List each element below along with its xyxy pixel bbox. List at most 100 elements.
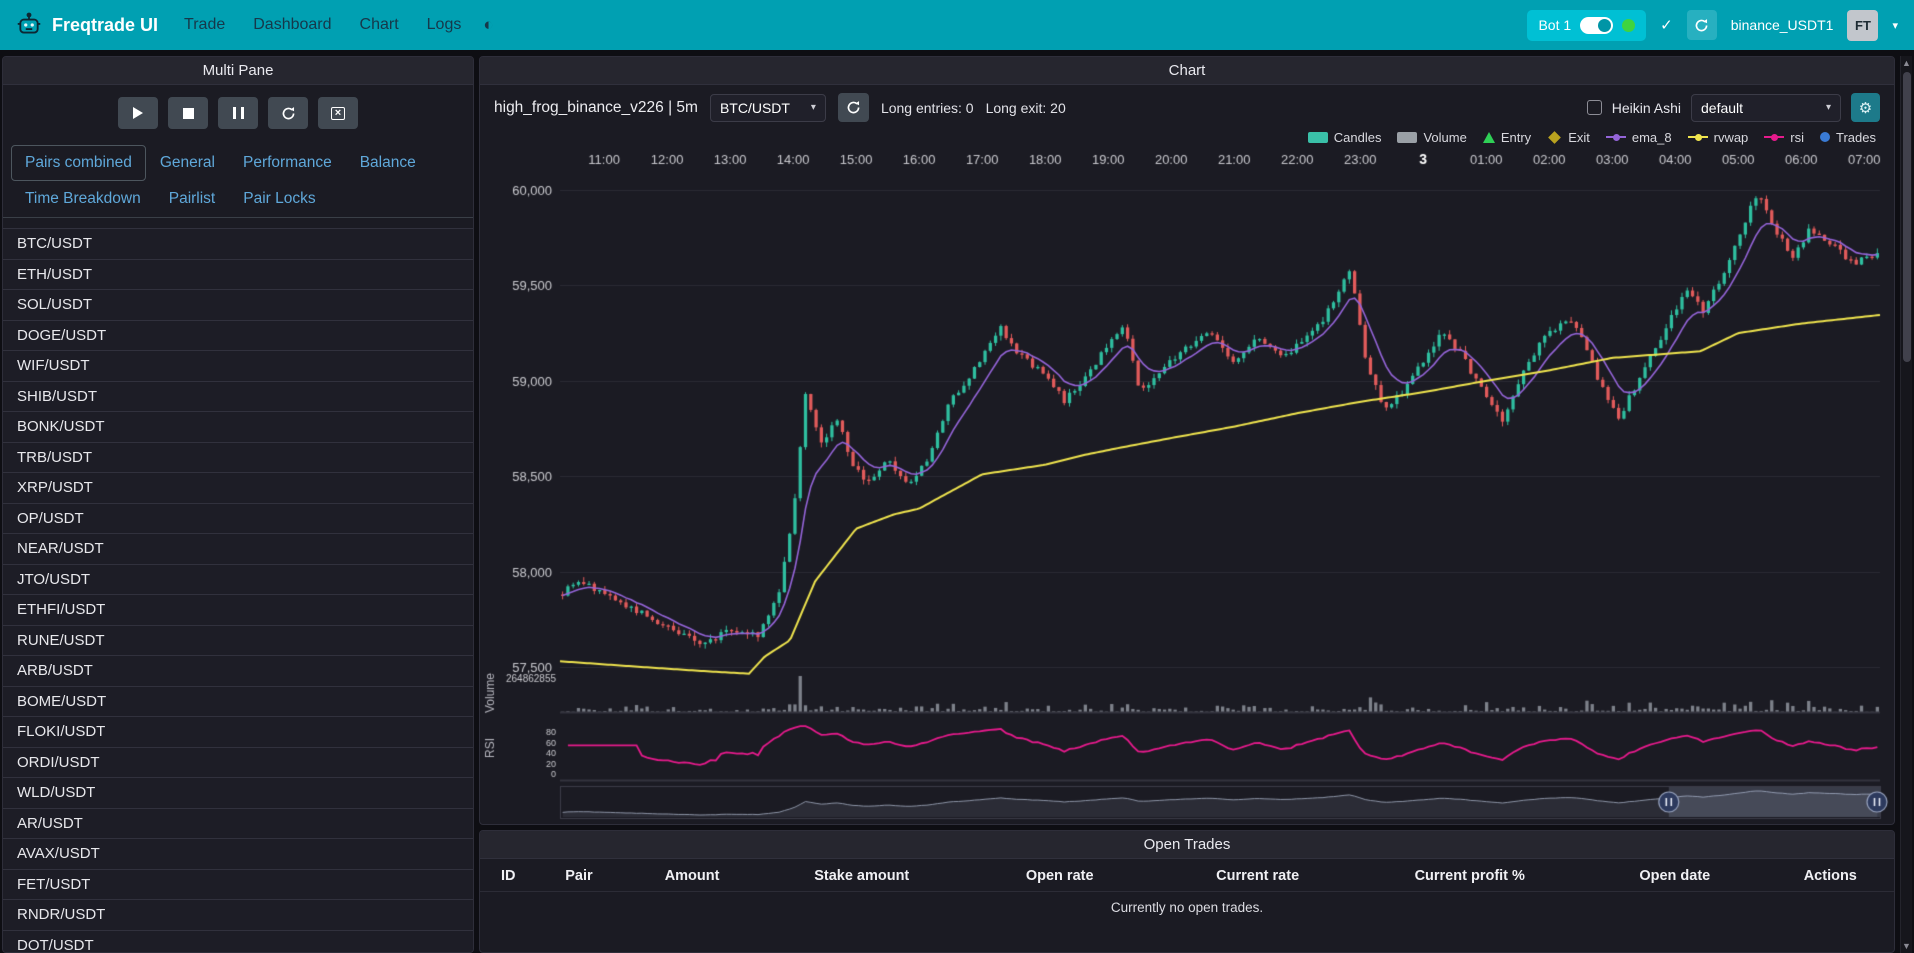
rsi-line-dot — [1771, 134, 1778, 141]
user-menu-caret-icon[interactable]: ▾ — [1892, 19, 1898, 32]
nav-item-logs[interactable]: Logs — [427, 16, 462, 34]
pair-row-sol-usdt[interactable]: SOL/USDT — [3, 290, 473, 321]
tab-time-breakdown[interactable]: Time Breakdown — [11, 181, 155, 217]
column-header-open-rate: Open rate — [961, 868, 1159, 884]
pair-row-bome-usdt[interactable]: BOME/USDT — [3, 687, 473, 718]
open-trades-column-headers: IDPairAmountStake amountOpen rateCurrent… — [480, 859, 1894, 892]
bot-toggle-knob — [1598, 19, 1611, 32]
scroll-down-icon[interactable]: ▼ — [1901, 941, 1912, 951]
open-trades-header: Open Trades — [480, 831, 1894, 859]
pair-row-op-usdt[interactable]: OP/USDT — [3, 504, 473, 535]
long-exits-label: Long exit: 20 — [986, 100, 1066, 116]
tab-pair-locks[interactable]: Pair Locks — [229, 181, 329, 217]
tab-pairlist[interactable]: Pairlist — [155, 181, 230, 217]
legend-label: Entry — [1501, 130, 1531, 145]
pair-row-xrp-usdt[interactable]: XRP/USDT — [3, 473, 473, 504]
stop-bot-button[interactable] — [168, 97, 208, 129]
column-header-current-profit: Current profit % — [1357, 868, 1583, 884]
legend-item-rvwap[interactable]: rvwap — [1688, 130, 1749, 145]
price-chart-canvas[interactable] — [480, 148, 1894, 824]
page-scrollbar[interactable]: ▲ ▼ — [1900, 56, 1912, 953]
chart-panel-header: Chart — [480, 57, 1894, 85]
pair-row-doge-usdt[interactable]: DOGE/USDT — [3, 321, 473, 352]
pair-select[interactable]: BTC/USDT ▾ — [710, 94, 826, 122]
plot-config-value: default — [1701, 100, 1743, 116]
brand[interactable]: Freqtrade UI — [16, 12, 158, 38]
strategy-timeframe-label: high_frog_binance_v226 | 5m — [494, 99, 698, 117]
pair-row-trb-usdt[interactable]: TRB/USDT — [3, 443, 473, 474]
pair-row-wif-usdt[interactable]: WIF/USDT — [3, 351, 473, 382]
freqtrade-logo-icon — [16, 12, 42, 38]
chart-toolbar: high_frog_binance_v226 | 5m BTC/USDT ▾ L… — [480, 85, 1894, 126]
pair-row-avax-usdt[interactable]: AVAX/USDT — [3, 839, 473, 870]
chart-refresh-button[interactable] — [838, 93, 869, 122]
pause-bot-button[interactable] — [218, 97, 258, 129]
column-header-pair: Pair — [537, 868, 622, 884]
brand-title: Freqtrade UI — [52, 15, 158, 36]
user-avatar[interactable]: FT — [1847, 10, 1878, 41]
volume-swatch-icon — [1397, 132, 1417, 143]
refresh-icon — [1694, 18, 1709, 33]
tab-performance[interactable]: Performance — [229, 145, 346, 181]
tab-row-2: Time BreakdownPairlistPair Locks — [11, 181, 465, 217]
pair-row-ar-usdt[interactable]: AR/USDT — [3, 809, 473, 840]
legend-item-exit[interactable]: Exit — [1547, 130, 1590, 145]
ema-8-line-dot — [1613, 134, 1620, 141]
pair-list: BTC/USDTETH/USDTSOL/USDTDOGE/USDTWIF/USD… — [3, 228, 473, 952]
pair-row-ethfi-usdt[interactable]: ETHFI/USDT — [3, 595, 473, 626]
pair-row-floki-usdt[interactable]: FLOKI/USDT — [3, 717, 473, 748]
legend-item-trades[interactable]: Trades — [1820, 130, 1876, 145]
pair-select-value: BTC/USDT — [720, 100, 790, 116]
nav-item-dashboard[interactable]: Dashboard — [253, 16, 331, 34]
column-header-actions: Actions — [1767, 868, 1894, 884]
chart-toolbar-right: Heikin Ashi default ▾ ⚙ — [1587, 93, 1880, 122]
scroll-up-icon[interactable]: ▲ — [1901, 58, 1912, 68]
pair-row-btc-usdt[interactable]: BTC/USDT — [3, 229, 473, 260]
pair-row-arb-usdt[interactable]: ARB/USDT — [3, 656, 473, 687]
legend-item-rsi[interactable]: rsi — [1764, 130, 1804, 145]
scrollbar-thumb[interactable] — [1903, 72, 1911, 362]
pair-row-shib-usdt[interactable]: SHIB/USDT — [3, 382, 473, 413]
pair-row-rune-usdt[interactable]: RUNE/USDT — [3, 626, 473, 657]
candles-swatch-icon — [1308, 132, 1328, 143]
clear-chart-button[interactable]: × — [318, 97, 358, 129]
pair-row-eth-usdt[interactable]: ETH/USDT — [3, 260, 473, 291]
legend-item-entry[interactable]: Entry — [1483, 130, 1531, 145]
pair-row-wld-usdt[interactable]: WLD/USDT — [3, 778, 473, 809]
bot-name: Bot 1 — [1538, 17, 1571, 33]
pair-row-fet-usdt[interactable]: FET/USDT — [3, 870, 473, 901]
tab-general[interactable]: General — [146, 145, 229, 181]
legend-label: ema_8 — [1632, 130, 1672, 145]
plot-config-select[interactable]: default ▾ — [1691, 94, 1841, 122]
plot-settings-button[interactable]: ⚙ — [1851, 93, 1880, 122]
pair-row-jto-usdt[interactable]: JTO/USDT — [3, 565, 473, 596]
bot-toggle[interactable] — [1580, 17, 1613, 34]
nav-item-chart[interactable]: Chart — [360, 16, 399, 34]
start-bot-button[interactable] — [118, 97, 158, 129]
chart-area — [480, 148, 1894, 824]
legend-item-volume[interactable]: Volume — [1397, 130, 1466, 145]
heikin-ashi-checkbox[interactable] — [1587, 100, 1602, 115]
tab-pairs-combined[interactable]: Pairs combined — [11, 145, 146, 181]
reload-config-button[interactable] — [268, 97, 308, 129]
bot-selector-chip[interactable]: Bot 1 — [1527, 10, 1646, 41]
legend-item-ema-8[interactable]: ema_8 — [1606, 130, 1672, 145]
pair-row-bonk-usdt[interactable]: BONK/USDT — [3, 412, 473, 443]
column-header-id: ID — [480, 868, 537, 884]
legend-item-candles[interactable]: Candles — [1308, 130, 1382, 145]
pair-row-near-usdt[interactable]: NEAR/USDT — [3, 534, 473, 565]
legend-label: rsi — [1790, 130, 1804, 145]
pair-row-ordi-usdt[interactable]: ORDI/USDT — [3, 748, 473, 779]
multi-pane-panel: Multi Pane × Pairs combinedGeneralPerfor… — [2, 56, 474, 953]
pair-row-rndr-usdt[interactable]: RNDR/USDT — [3, 900, 473, 931]
refresh-icon — [846, 100, 861, 115]
tab-balance[interactable]: Balance — [346, 145, 430, 181]
theme-toggle-icon[interactable]: ◐ — [483, 15, 493, 35]
nav-links: Trade Dashboard Chart Logs — [184, 16, 461, 34]
global-refresh-button[interactable] — [1687, 10, 1717, 40]
pair-row-dot-usdt[interactable]: DOT/USDT — [3, 931, 473, 953]
entry-triangle-icon — [1483, 132, 1495, 143]
check-icon: ✓ — [1660, 16, 1673, 34]
chevron-down-icon: ▾ — [811, 102, 816, 113]
nav-item-trade[interactable]: Trade — [184, 16, 225, 34]
